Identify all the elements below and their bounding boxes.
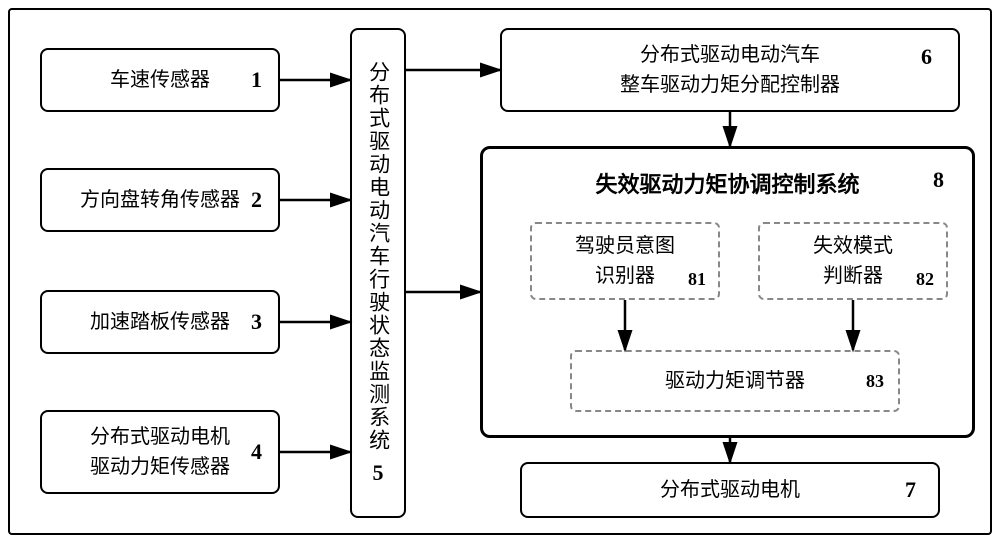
- sensor-accelerator-num: 3: [251, 309, 262, 335]
- sensor-steering-num: 2: [251, 187, 262, 213]
- torque-controller: 分布式驱动电动汽车 整车驱动力矩分配控制器 6: [500, 28, 960, 112]
- fail-mode-judge: 失效模式 判断器 82: [758, 222, 948, 300]
- torque-controller-label: 分布式驱动电动汽车 整车驱动力矩分配控制器: [620, 40, 840, 100]
- sensor-speed: 车速传感器 1: [40, 48, 280, 112]
- fail-mode-label: 失效模式 判断器: [813, 231, 893, 291]
- driver-intent-label: 驾驶员意图 识别器: [575, 231, 675, 291]
- torque-regulator-num: 83: [866, 371, 884, 392]
- sensor-torque: 分布式驱动电机 驱动力矩传感器 4: [40, 410, 280, 494]
- sensor-accelerator: 加速踏板传感器 3: [40, 290, 280, 354]
- fail-torque-num: 8: [933, 167, 944, 193]
- distributed-motor-label: 分布式驱动电机: [660, 475, 800, 505]
- sensor-torque-label: 分布式驱动电机 驱动力矩传感器: [90, 422, 230, 482]
- driver-intent-recognizer: 驾驶员意图 识别器 81: [530, 222, 720, 300]
- sensor-steering-label: 方向盘转角传感器: [80, 185, 240, 215]
- sensor-accelerator-label: 加速踏板传感器: [90, 307, 230, 337]
- torque-controller-num: 6: [921, 44, 932, 70]
- sensor-speed-num: 1: [251, 67, 262, 93]
- torque-regulator: 驱动力矩调节器 83: [570, 350, 900, 412]
- fail-mode-num: 82: [916, 269, 934, 290]
- sensor-speed-label: 车速传感器: [110, 65, 210, 95]
- monitor-system-num: 5: [373, 460, 384, 486]
- distributed-motor-num: 7: [905, 477, 916, 503]
- monitor-system-label: 分布式驱动电动汽车行驶状态监测系统: [365, 61, 390, 452]
- torque-regulator-label: 驱动力矩调节器: [665, 366, 805, 396]
- monitor-system: 分布式驱动电动汽车行驶状态监测系统 5: [350, 28, 406, 518]
- driver-intent-num: 81: [688, 269, 706, 290]
- sensor-steering: 方向盘转角传感器 2: [40, 168, 280, 232]
- distributed-motor: 分布式驱动电机 7: [520, 462, 940, 518]
- fail-torque-title-text: 失效驱动力矩协调控制系统: [595, 172, 859, 197]
- sensor-torque-num: 4: [251, 439, 262, 465]
- fail-torque-title: 失效驱动力矩协调控制系统: [483, 167, 972, 199]
